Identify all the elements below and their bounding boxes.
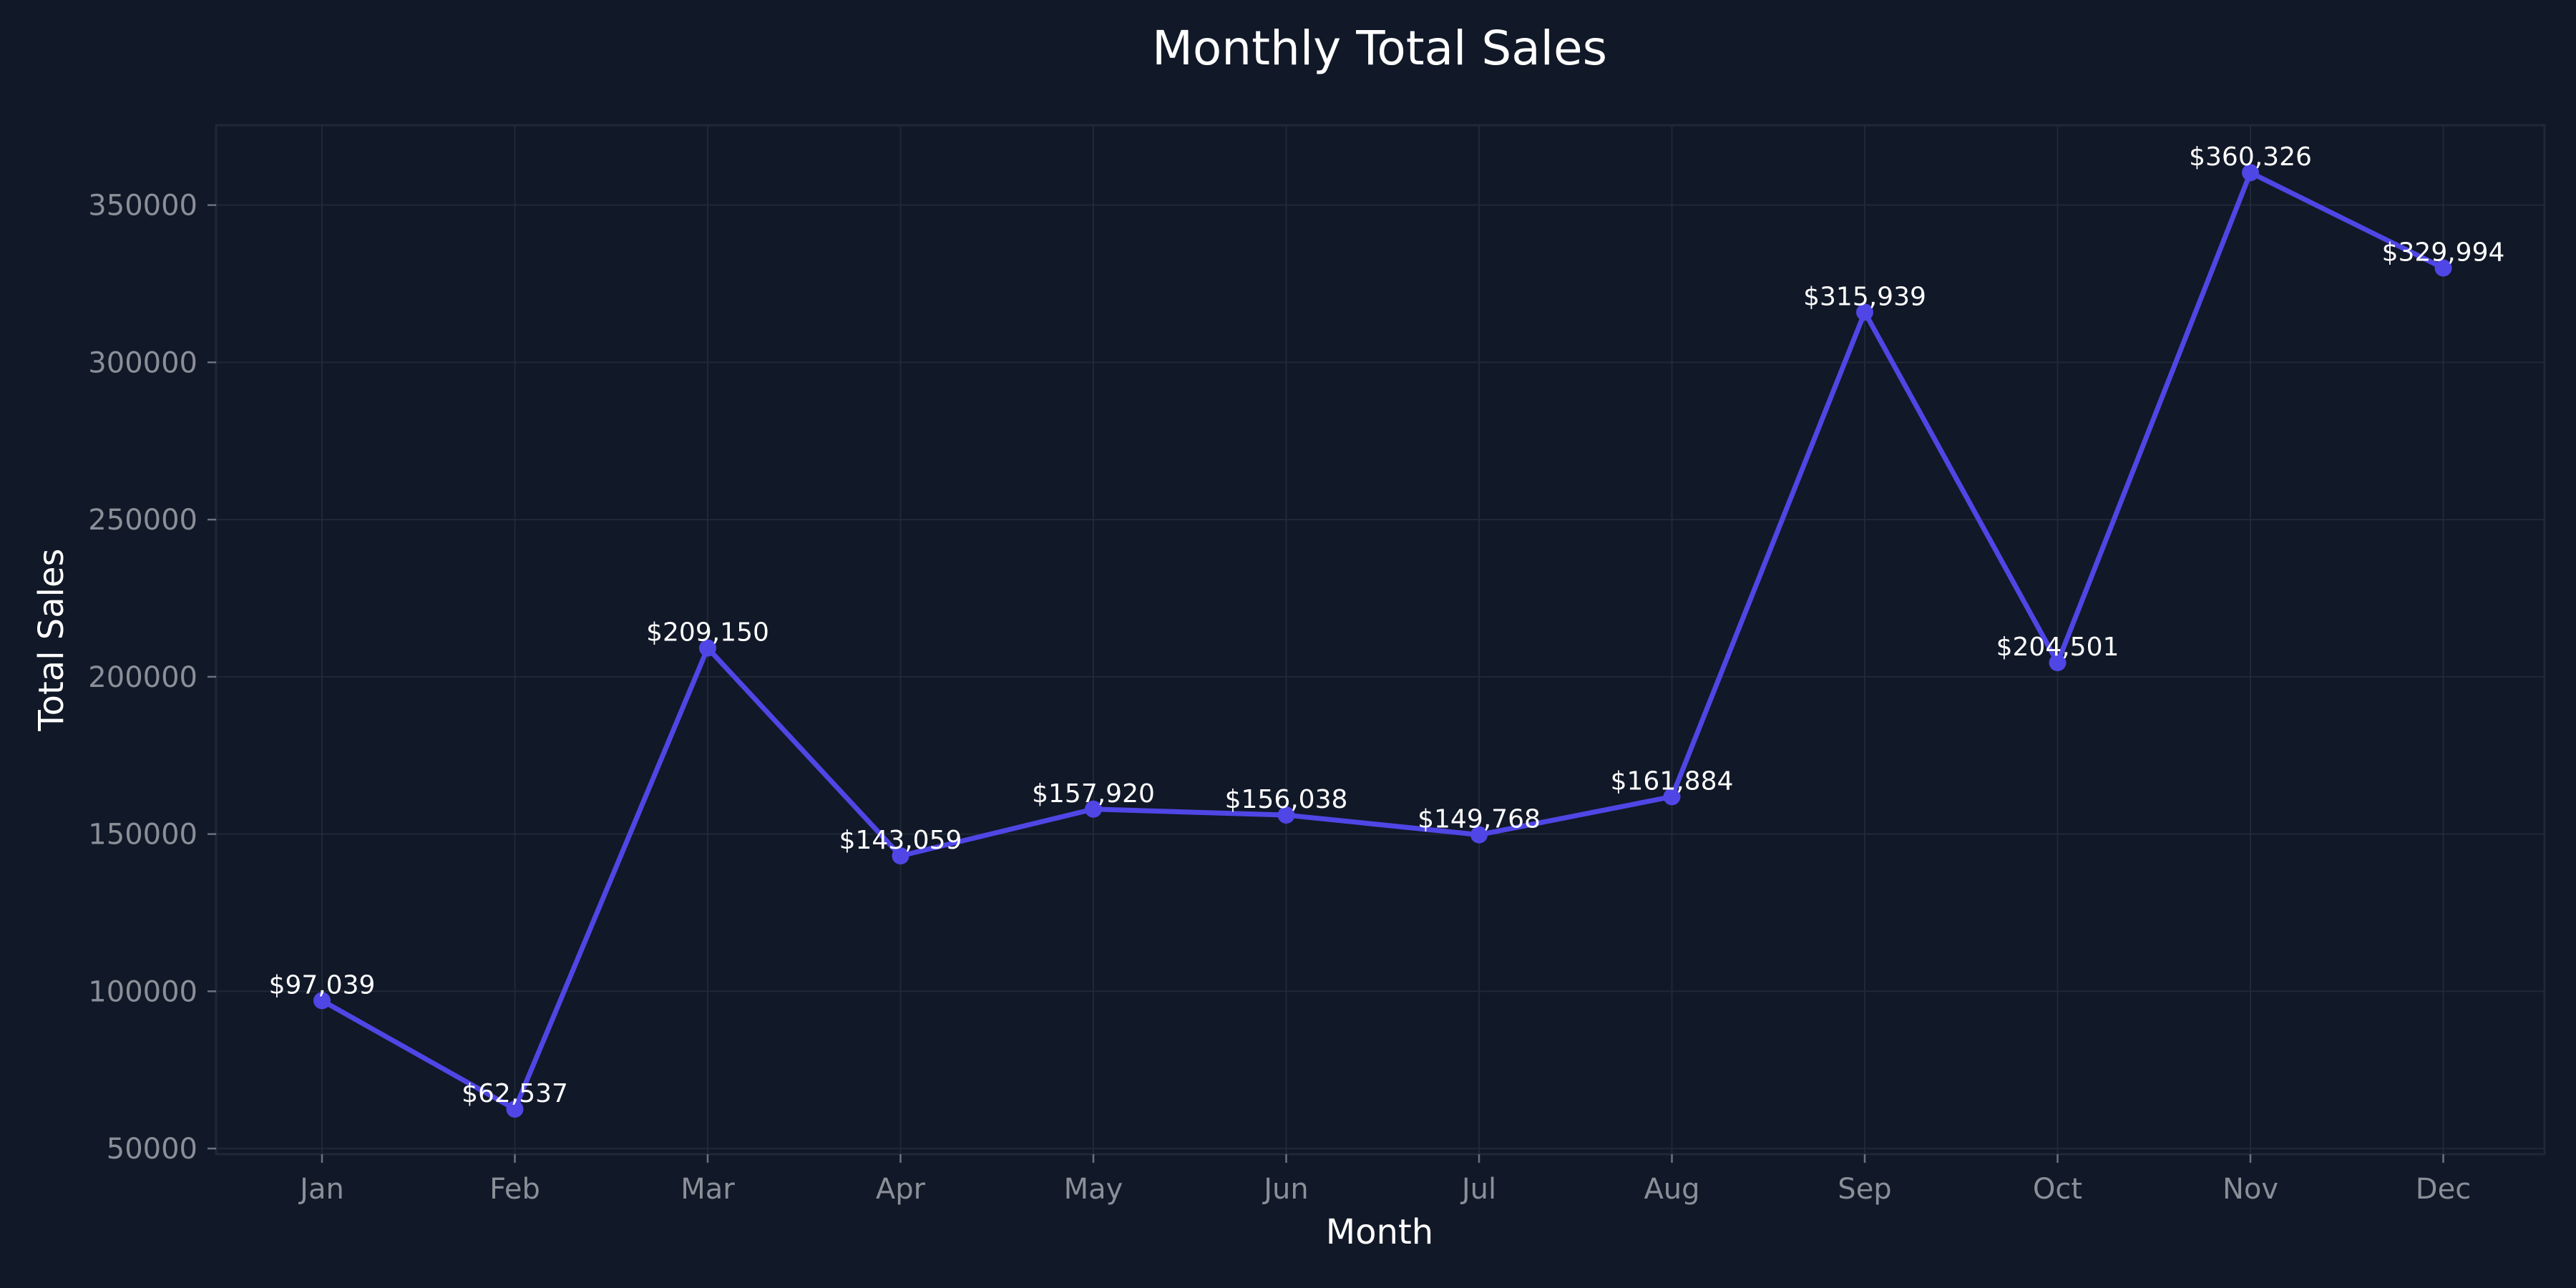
data-label: $143,059 (839, 826, 962, 855)
data-point (2242, 164, 2259, 182)
data-point (313, 992, 331, 1010)
data-point (1663, 788, 1681, 806)
data-label: $97,039 (269, 970, 376, 1000)
data-label: $204,501 (1996, 633, 2119, 662)
x-tick-label: Apr (876, 1173, 926, 1206)
x-tick-label: May (1064, 1173, 1123, 1206)
data-point (1277, 806, 1295, 824)
x-tick-label: Sep (1838, 1173, 1891, 1206)
data-labels: $97,039 $62,537 $209,150 $143,059 $157,920 $1… (269, 142, 2505, 1108)
grid (216, 125, 2545, 1154)
data-label: $315,939 (1803, 282, 1926, 311)
y-tick-label: 200000 (88, 661, 197, 694)
x-tick-label: Mar (680, 1173, 735, 1206)
x-tick-label: Feb (489, 1173, 540, 1206)
y-tick-label: 150000 (88, 819, 197, 852)
data-point (892, 847, 909, 865)
data-point (2434, 259, 2452, 277)
data-label: $329,994 (2382, 238, 2505, 268)
y-tick-label: 250000 (88, 504, 197, 537)
x-tick-label: Aug (1644, 1173, 1699, 1206)
y-axis-label: Total Sales (31, 548, 72, 731)
data-label: $161,884 (1611, 766, 1734, 796)
data-label: $360,326 (2189, 142, 2312, 172)
x-tick-label: Jan (298, 1173, 344, 1206)
data-point (1856, 303, 1873, 321)
x-tick-label: Jul (1460, 1173, 1496, 1206)
x-tick-label: Jun (1262, 1173, 1309, 1206)
y-axis: 50000 100000 150000 200000 250000 300000 35000… (88, 190, 216, 1166)
y-tick-label: 300000 (88, 346, 197, 379)
chart-title: Monthly Total Sales (1152, 21, 1607, 76)
data-point (506, 1100, 524, 1118)
data-point (1470, 826, 1488, 844)
data-label: $209,150 (646, 618, 769, 648)
data-point (699, 639, 716, 657)
y-tick-label: 50000 (107, 1133, 197, 1166)
data-label: $62,537 (462, 1079, 568, 1108)
plot-area (215, 124, 2546, 1156)
x-tick-label: Dec (2416, 1173, 2471, 1206)
x-axis-label: Month (1326, 1212, 1433, 1252)
y-tick-label: 350000 (88, 190, 197, 223)
data-label: $149,768 (1418, 805, 1541, 834)
x-axis: Jan Feb Mar Apr May Jun Jul Aug Sep Oct Nov Dec (298, 1154, 2471, 1206)
series-line (319, 170, 2446, 1112)
sales-series (313, 164, 2452, 1118)
x-tick-label: Oct (2033, 1173, 2082, 1206)
data-label: $156,038 (1225, 785, 1348, 814)
data-point (2049, 654, 2067, 672)
data-point (1085, 800, 1102, 818)
y-tick-label: 100000 (88, 975, 197, 1008)
x-tick-label: Nov (2223, 1173, 2278, 1206)
data-label: $157,920 (1032, 779, 1155, 809)
